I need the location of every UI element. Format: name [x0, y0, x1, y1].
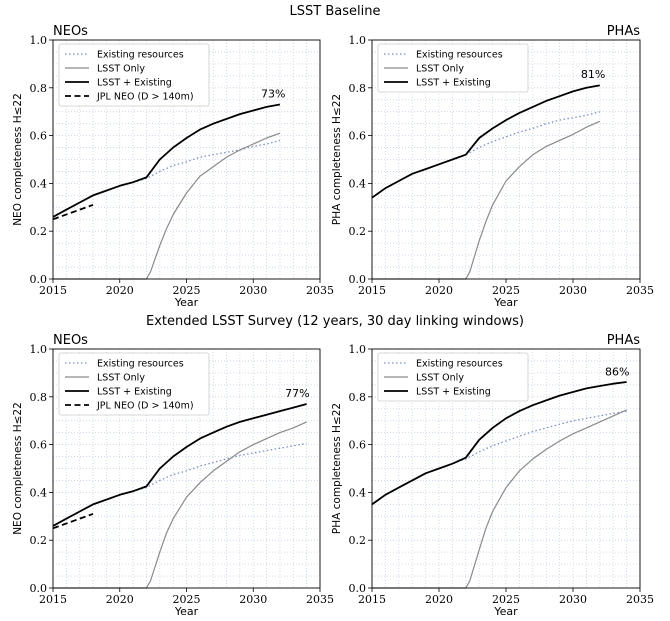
legend-label: LSST + Existing — [97, 387, 172, 398]
suptitle-extended: Extended LSST Survey (12 years, 30 day l… — [146, 314, 524, 329]
x-tick-label: 2015 — [39, 593, 67, 606]
legend-label: LSST + Existing — [416, 387, 491, 398]
y-tick-label: 0.8 — [30, 82, 48, 95]
legend-label: Existing resources — [416, 359, 503, 370]
series-line — [371, 111, 600, 199]
x-tick-label: 2035 — [626, 284, 654, 297]
x-tick-label: 2030 — [239, 593, 267, 606]
legend-label: LSST Only — [416, 64, 464, 75]
percent-annotation: 77% — [285, 387, 309, 400]
series-line — [371, 381, 627, 506]
x-tick-label: 2035 — [626, 593, 654, 606]
y-tick-label: 0.0 — [349, 273, 367, 286]
x-tick-label: 2035 — [306, 284, 334, 297]
legend-label: JPL NEO (D > 140m) — [96, 92, 194, 103]
x-tick-label: 2025 — [492, 593, 520, 606]
x-tick-label: 2020 — [106, 593, 134, 606]
y-tick-label: 1.0 — [349, 34, 367, 47]
x-tick-label: 2030 — [559, 284, 587, 297]
x-tick-label: 2020 — [425, 593, 453, 606]
y-tick-label: 1.0 — [30, 343, 48, 356]
legend-label: JPL NEO (D > 140m) — [96, 401, 194, 412]
x-tick-label: 2030 — [559, 593, 587, 606]
legend-label: Existing resources — [416, 50, 503, 61]
legend-box — [58, 43, 210, 107]
series-line — [52, 204, 94, 221]
panel-title: PHAs — [607, 24, 641, 39]
y-axis-label: NEO completeness H≤22 — [12, 402, 24, 535]
legend-label: LSST + Existing — [97, 78, 172, 89]
y-tick-label: 0.6 — [349, 130, 367, 143]
panel-4: 2015 2020 2025 2030 2035 0.0 0.2 0.4 0.6 0.8 1.0 Ye… — [331, 333, 654, 618]
series-line — [53, 132, 281, 280]
legend-label: LSST + Existing — [416, 78, 491, 89]
series-line — [52, 442, 307, 527]
y-axis-label: NEO completeness H≤22 — [12, 93, 24, 226]
y-tick-label: 0.2 — [30, 225, 48, 238]
y-tick-label: 0.0 — [349, 582, 367, 595]
legend-label: Existing resources — [97, 359, 184, 370]
x-tick-label: 2030 — [239, 284, 267, 297]
y-tick-label: 0.8 — [349, 391, 367, 404]
x-axis-label: Year — [493, 296, 518, 309]
suptitle-baseline: LSST Baseline — [289, 4, 381, 19]
x-tick-label: 2020 — [425, 284, 453, 297]
series-line — [52, 103, 281, 218]
series-line — [52, 513, 94, 530]
x-tick-label: 2035 — [306, 593, 334, 606]
y-tick-label: 0.8 — [30, 391, 48, 404]
percent-annotation: 81% — [581, 68, 605, 81]
percent-annotation: 73% — [261, 87, 285, 100]
panel-title: NEOs — [53, 24, 88, 39]
y-axis-label: PHA completeness H≤22 — [331, 403, 343, 534]
y-tick-label: 0.6 — [30, 439, 48, 452]
y-tick-label: 0.4 — [349, 177, 367, 190]
y-tick-label: 1.0 — [30, 34, 48, 47]
series-line — [371, 410, 627, 505]
y-tick-label: 0.2 — [349, 225, 367, 238]
y-tick-label: 0.4 — [349, 486, 367, 499]
y-tick-label: 0.2 — [349, 534, 367, 547]
x-tick-label: 2025 — [173, 593, 201, 606]
y-tick-label: 1.0 — [349, 343, 367, 356]
series-line — [372, 409, 627, 589]
series-line — [52, 403, 307, 527]
percent-annotation: 86% — [605, 365, 629, 378]
x-axis-label: Year — [493, 605, 518, 618]
y-tick-label: 0.8 — [349, 82, 367, 95]
series-line — [371, 84, 600, 199]
x-tick-label: 2025 — [492, 284, 520, 297]
legend-box — [377, 43, 529, 93]
y-tick-label: 0.4 — [30, 486, 48, 499]
y-tick-label: 0.4 — [30, 177, 48, 190]
x-tick-label: 2015 — [39, 284, 67, 297]
x-tick-label: 2015 — [358, 284, 386, 297]
y-tick-label: 0.6 — [30, 130, 48, 143]
panel-2: 2015 2020 2025 2030 2035 0.0 0.2 0.4 0.6 0.8 1.0 Ye… — [331, 24, 654, 309]
x-tick-label: 2015 — [358, 593, 386, 606]
y-tick-label: 0.0 — [30, 273, 48, 286]
legend-label: LSST Only — [97, 373, 145, 384]
y-axis-label: PHA completeness H≤22 — [331, 94, 343, 225]
y-tick-label: 0.0 — [30, 582, 48, 595]
series-line — [52, 139, 281, 218]
x-tick-label: 2020 — [106, 284, 134, 297]
legend-label: LSST Only — [416, 373, 464, 384]
series-line — [372, 120, 601, 280]
x-tick-label: 2025 — [173, 284, 201, 297]
series-line — [53, 421, 307, 589]
panel-title: NEOs — [53, 333, 88, 348]
y-tick-label: 0.6 — [349, 439, 367, 452]
legend-box — [377, 352, 529, 402]
y-tick-label: 0.2 — [30, 534, 48, 547]
panel-3: 2015 2020 2025 2030 2035 0.0 0.2 0.4 0.6 0.8 1.0 Ye… — [12, 333, 334, 618]
x-axis-label: Year — [174, 605, 199, 618]
legend-label: LSST Only — [97, 64, 145, 75]
panel-1: 2015 2020 2025 2030 2035 0.0 0.2 0.4 0.6 0.8 1.0 Ye… — [12, 24, 334, 309]
legend-box — [58, 352, 210, 416]
x-axis-label: Year — [174, 296, 199, 309]
legend-label: Existing resources — [97, 50, 184, 61]
panel-title: PHAs — [607, 333, 641, 348]
